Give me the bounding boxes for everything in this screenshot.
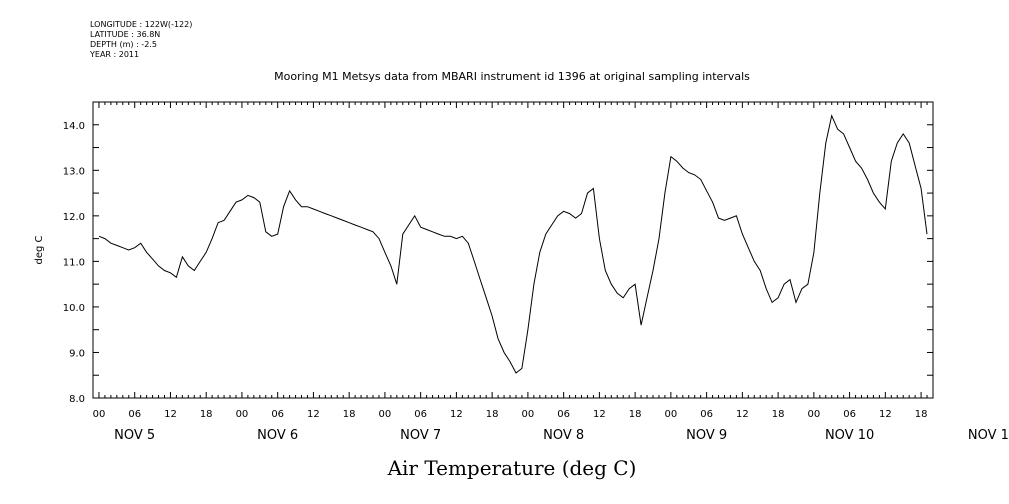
y-tick-label: 13.0 — [63, 166, 85, 177]
x-tick-label: 06 — [843, 409, 856, 420]
y-axis-label: deg C — [34, 235, 45, 264]
x-tick-label: 12 — [164, 409, 177, 420]
x-tick-label: 00 — [807, 409, 820, 420]
x-axis-label: Air Temperature (deg C) — [387, 456, 637, 480]
x-tick-label: 06 — [557, 409, 570, 420]
plot-frame — [92, 101, 934, 399]
x-tick-label: 12 — [879, 409, 892, 420]
station-metadata: LONGITUDE : 122W(-122) LATITUDE : 36.8N … — [90, 20, 192, 60]
x-tick-label: 12 — [307, 409, 320, 420]
x-tick-label: 18 — [772, 409, 785, 420]
x-tick-label: 18 — [915, 409, 928, 420]
day-label: NOV 9 — [686, 428, 727, 443]
day-label: NOV 5 — [114, 428, 155, 443]
y-tick-labels: 8.0 9.0 10.0 11.0 12.0 13.0 14.0 — [63, 121, 85, 405]
x-tick-label: 18 — [343, 409, 356, 420]
x-tick-label: 18 — [486, 409, 499, 420]
y-tick-label: 10.0 — [63, 303, 85, 314]
x-tick-label: 00 — [379, 409, 392, 420]
y-tick-label: 9.0 — [69, 348, 85, 359]
x-tick-label: 06 — [128, 409, 141, 420]
latitude-label: LATITUDE : 36.8N — [90, 30, 161, 39]
x-tick-label: 18 — [629, 409, 642, 420]
x-tick-label: 06 — [414, 409, 427, 420]
temperature-series-line — [98, 114, 928, 374]
x-tick-label: 00 — [236, 409, 249, 420]
x-tick-label: 12 — [736, 409, 749, 420]
x-tick-label: 06 — [700, 409, 713, 420]
x-tick-label: 18 — [200, 409, 213, 420]
depth-label: DEPTH (m) : -2.5 — [90, 40, 157, 49]
day-label: NOV 10 — [825, 428, 874, 443]
x-tick-label: 06 — [271, 409, 284, 420]
day-labels: NOV 5 NOV 6 NOV 7 NOV 8 NOV 9 NOV 10 NOV 11 — [114, 428, 1009, 443]
day-label: NOV 8 — [543, 428, 584, 443]
chart-title: Mooring M1 Metsys data from MBARI instru… — [274, 70, 750, 83]
longitude-label: LONGITUDE : 122W(-122) — [90, 20, 193, 29]
x-tick-label: 12 — [450, 409, 463, 420]
x-tick-labels: 00 06 12 18 00 06 12 18 00 06 12 18 00 06 12 18 00 06 12 18… — [93, 409, 928, 420]
y-tick-label: 8.0 — [69, 394, 85, 405]
y-tick-label: 14.0 — [63, 121, 85, 132]
y-tick-label: 12.0 — [63, 212, 85, 223]
x-tick-label: 00 — [665, 409, 678, 420]
y-tick-label: 11.0 — [63, 257, 85, 268]
axis-ticks — [92, 101, 934, 399]
day-label: NOV 11 — [968, 428, 1009, 443]
day-label: NOV 6 — [257, 428, 298, 443]
x-tick-label: 00 — [93, 409, 106, 420]
year-label: YEAR : 2011 — [90, 50, 140, 59]
x-tick-label: 12 — [593, 409, 606, 420]
day-label: NOV 7 — [400, 428, 441, 443]
x-tick-label: 00 — [522, 409, 535, 420]
